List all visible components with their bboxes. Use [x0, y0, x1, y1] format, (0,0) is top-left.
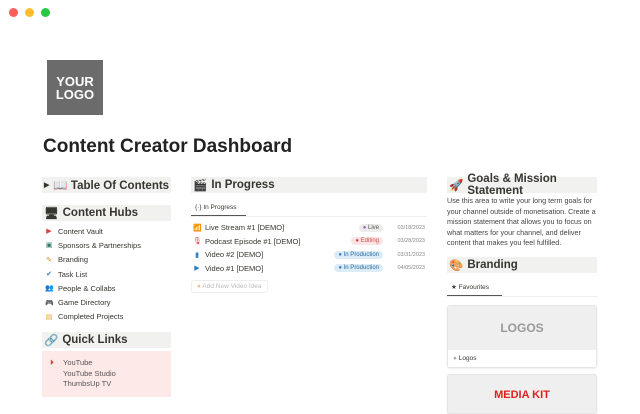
hub-link[interactable]: ✔ Task List [42, 267, 171, 281]
tab-favourites[interactable]: ★ Favourites [447, 279, 502, 296]
hub-icon: ▣ [45, 242, 53, 250]
hub-label: Sponsors & Partnerships [58, 240, 141, 250]
status-label: In Production [343, 265, 379, 272]
logo-image: YOUR LOGO [47, 60, 103, 115]
youtube-icon: ⏵ [50, 358, 54, 368]
add-video-button[interactable]: ● Add New Video Idea [191, 280, 268, 293]
toc-heading: 📖 Table Of Contents [53, 180, 170, 192]
hub-label: Completed Projects [58, 312, 124, 322]
hub-icon: 👥 [45, 285, 54, 293]
hub-link[interactable]: 🎮 Game Directory [42, 295, 171, 309]
item-date: 03/18/2023 [397, 224, 425, 231]
in-progress-heading: In Progress [211, 179, 275, 191]
add-label: Add New Video Idea [202, 283, 262, 290]
hubs-heading: Content Hubs [62, 207, 138, 219]
window-controls [9, 8, 50, 17]
hub-icon: ✔ [46, 271, 52, 279]
table-row[interactable]: ▮ Video #2 [DEMO] ● In Production 03/31/202… [191, 248, 427, 262]
goals-heading: Goals & Mission Statement [467, 173, 557, 197]
hub-icon: ▶ [46, 228, 52, 236]
status-label: In Production [343, 251, 379, 258]
hub-link[interactable]: ▣ Sponsors & Partnerships [42, 238, 171, 252]
hub-label: Branding [58, 255, 89, 265]
hub-link[interactable]: ✎ Branding [42, 253, 171, 267]
item-name: Video #1 [DEMO] [205, 263, 264, 273]
hub-icon: ✎ [46, 256, 52, 264]
quick-link[interactable]: ThumbsUp TV [63, 379, 112, 389]
item-name: Video #2 [DEMO] [205, 250, 264, 260]
tab-label: In Progress [203, 204, 237, 211]
status-badge: ● In Production [334, 264, 383, 273]
goals-text: Use this area to write your long term go… [447, 196, 596, 247]
triangle-right-icon: ▶ [44, 182, 50, 189]
item-name: Live Stream #1 [DEMO] [205, 223, 285, 233]
item-icon: 📶 [193, 224, 202, 232]
page-icon: ● [453, 354, 457, 362]
close-button[interactable] [9, 8, 18, 17]
hub-link[interactable]: ▶ Content Vault [42, 224, 171, 238]
media-kit-cover: MEDIA KIT [494, 388, 550, 401]
item-date: 04/05/2023 [397, 265, 425, 272]
card-label: Logos [458, 354, 477, 362]
hub-icon: 🎮 [45, 299, 54, 307]
logo-text: YOUR LOGO [55, 73, 95, 102]
hub-label: Game Directory [58, 298, 111, 308]
status-badge: ● In Production [334, 250, 383, 259]
toc-toggle[interactable]: ▶ 📖 Table Of Contents [42, 177, 171, 193]
item-name: Podcast Episode #1 [DEMO] [205, 236, 301, 246]
item-date: 03/28/2023 [397, 238, 425, 245]
item-icon: ▮ [195, 251, 199, 259]
table-row[interactable]: 📶 Live Stream #1 [DEMO] ● Live 03/18/2023 [191, 221, 427, 235]
hub-label: Task List [58, 269, 88, 279]
link-icon: 🔗 [44, 335, 59, 348]
hub-icon: ▤ [45, 313, 53, 321]
table-row[interactable]: 🎙 Podcast Episode #1 [DEMO] ● Editing 03/28… [191, 235, 427, 249]
clapper-icon: 🎬 [193, 180, 208, 192]
quick-links-callout: ⏵ YouTube YouTube Studio ThumbsUp TV [42, 351, 171, 397]
item-icon: 🎙 [193, 238, 202, 246]
item-date: 03/31/2023 [397, 251, 425, 258]
tab-in-progress[interactable]: {·} In Progress [191, 200, 246, 216]
plus-icon: ● [197, 283, 201, 290]
status-label: Live [367, 224, 379, 231]
quick-links-heading: Quick Links [62, 334, 128, 347]
computer-icon: 🖥 [44, 208, 59, 220]
media-kit-card[interactable]: MEDIA KIT [447, 373, 597, 414]
status-badge: ● Editing [351, 237, 383, 246]
hub-label: People & Collabs [58, 283, 116, 293]
tab-label: Favourites [458, 283, 489, 291]
item-icon: ▶ [194, 265, 200, 273]
hub-link[interactable]: 👥 People & Collabs [42, 281, 171, 295]
page-title: Content Creator Dashboard [43, 136, 293, 157]
maximize-button[interactable] [41, 8, 50, 17]
logos-cover: LOGOS [448, 305, 596, 350]
hub-label: Content Vault [58, 226, 103, 236]
minimize-button[interactable] [25, 8, 34, 17]
table-row[interactable]: ▶ Video #1 [DEMO] ● In Production 04/05/202… [191, 262, 427, 276]
status-label: Editing [360, 238, 379, 245]
rocket-icon: 🚀 [449, 180, 464, 192]
logos-card[interactable]: LOGOS ● Logos [447, 304, 597, 368]
hub-link[interactable]: ▤ Completed Projects [42, 310, 171, 324]
quick-link[interactable]: YouTube Studio [63, 368, 116, 378]
status-badge: ● Live [358, 223, 383, 232]
quick-link[interactable]: YouTube [63, 358, 93, 368]
palette-icon: 🎨 [449, 259, 464, 272]
branding-heading: Branding [467, 258, 518, 271]
